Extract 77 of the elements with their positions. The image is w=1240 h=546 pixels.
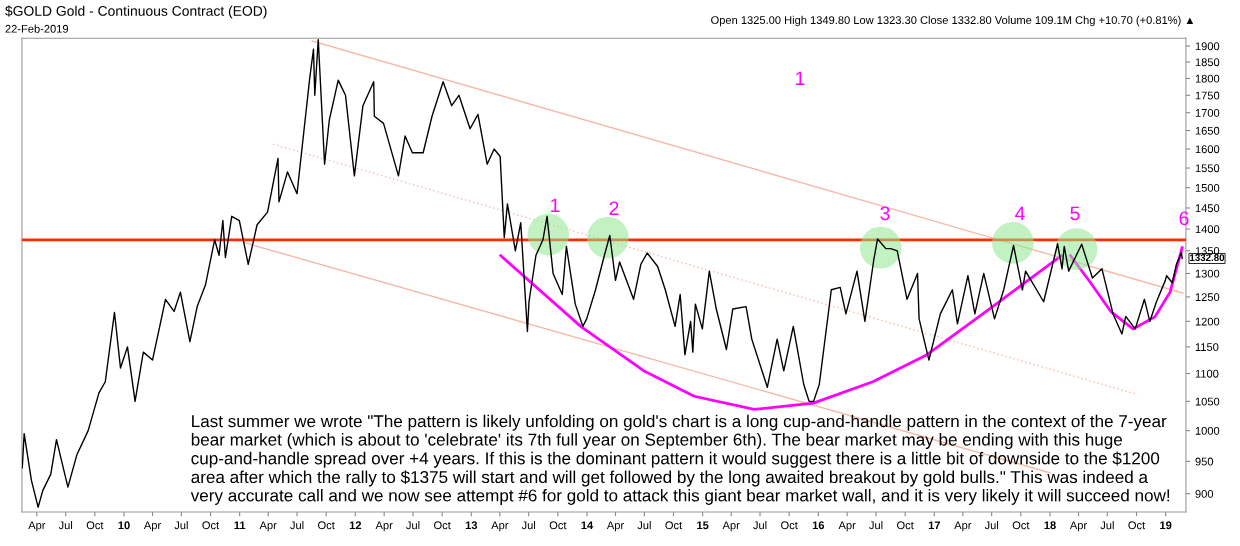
y-tick-label: 1200 [1195,317,1220,326]
chart-subtitle: 22-Feb-2019 [5,24,69,33]
point [527,213,570,256]
x-tick-label: Oct [202,521,220,530]
x-tick-label: 14 [581,521,594,530]
annotation: 2 [609,201,619,216]
x-tick-label: Jul [637,521,651,530]
y-tick-label: 1400 [1195,225,1220,234]
x-tick-label: Oct [318,521,335,530]
x-tick-label: Jul [290,521,304,530]
x-tick-label: Apr [375,521,393,532]
chart-title: $GOLD Gold - Continuous Contract (EOD) [5,5,267,19]
x-tick-label: 13 [465,521,478,530]
x-tick-label: 19 [1160,521,1172,530]
x-tick-label: Apr [259,521,277,532]
x-tick-label: Jul [984,521,999,530]
y-tick-label: 1000 [1195,426,1220,435]
y-tick-label: 900 [1195,490,1214,498]
y-tick-label: 1050 [1195,397,1220,406]
x-tick-label: 18 [1044,521,1056,530]
x-tick-label: 17 [928,521,941,530]
x-tick-label: Oct [549,521,567,530]
x-tick-label: Oct [897,521,914,530]
y-tick-label: 1750 [1195,91,1220,100]
y-tick-label: 1100 [1195,369,1219,378]
x-tick-label: 10 [118,521,130,530]
x-tick-label: Jul [1100,521,1114,530]
x-tick-label: Apr [838,521,856,532]
annotation: 3 [880,206,890,221]
y-tick-label: 950 [1195,457,1214,466]
y-tick-label: 1700 [1195,108,1220,117]
y-tick-label: 1550 [1195,164,1220,173]
y-tick-label: 1600 [1195,145,1220,154]
point [587,216,629,259]
x-tick-label: Jul [58,521,73,530]
y-tick-label: 1450 [1195,204,1220,213]
x-tick-label: 12 [349,521,362,530]
x-tick-label: Apr [606,521,624,532]
x-tick-label: Oct [665,521,683,530]
x-tick-label: Apr [1069,521,1087,532]
y-tick-label: 1150 [1195,343,1219,352]
x-tick-label: Oct [1128,521,1146,530]
annotation: 4 [1015,206,1025,221]
y-tick-label: 1800 [1195,74,1220,83]
x-tick-label: 15 [697,521,709,530]
point [859,226,902,269]
x-tick-label: Apr [143,521,161,532]
y-tick-label: 1300 [1195,269,1220,278]
x-tick-label: Jul [406,521,420,530]
data-label: 1332.80 [1190,254,1225,262]
y-tick-label: 1650 [1195,126,1220,135]
x-tick-label: Oct [781,521,798,530]
y-tick-label: 1250 [1195,293,1220,302]
annotation: 5 [1070,206,1080,221]
annotation: 6 [1179,211,1189,226]
x-tick-label: Jul [753,521,767,530]
x-tick-label: 16 [812,521,825,530]
x-tick-label: 11 [234,521,246,530]
y-tick-label: 1500 [1195,183,1220,192]
annotation: 1 [796,71,805,86]
x-tick-label: Jul [521,521,536,530]
text: Open 1325.00 High 1349.80 Low 1323.30 Close 1332.80 Volume 109.1M Chg +10.70 (+0.81%) ▲ [711,15,1194,27]
y-tick-label: 1900 [1195,42,1220,51]
x-tick-label: Jul [174,521,188,530]
line-series [499,254,1063,411]
annotation: 1 [551,198,560,213]
y-tick-label: 1850 [1195,58,1220,67]
point [992,222,1034,264]
annotation: Last summer we wrote "The pattern is likely unfolding on gold's chart is a long cup-and-handle pattern in the context of the 7-year bear market (which is about to 'celebrate' its 7th full year on September 6th). The bear market may be ending with this huge cup-and-handle spread over +4 years. If this is the dominant pattern it would suggest there is a little bit of downside to the $1200 area after which the rally to $1375 will start and will get followed by the long awaited breakout by gold bulls." This was indeed a very accurate call and we now see attempt #6 for gold to attack this giant bear market wall, and it is very likely it will succeed now! [190,414,1170,505]
x-tick-label: Apr [954,521,972,532]
x-tick-label: Oct [1012,521,1030,530]
x-tick-label: Jul [869,521,883,530]
x-tick-label: Oct [86,521,104,530]
x-tick-label: Apr [28,521,46,532]
x-tick-label: Apr [722,521,740,532]
x-tick-label: Apr [491,521,509,532]
x-tick-label: Oct [434,521,451,530]
